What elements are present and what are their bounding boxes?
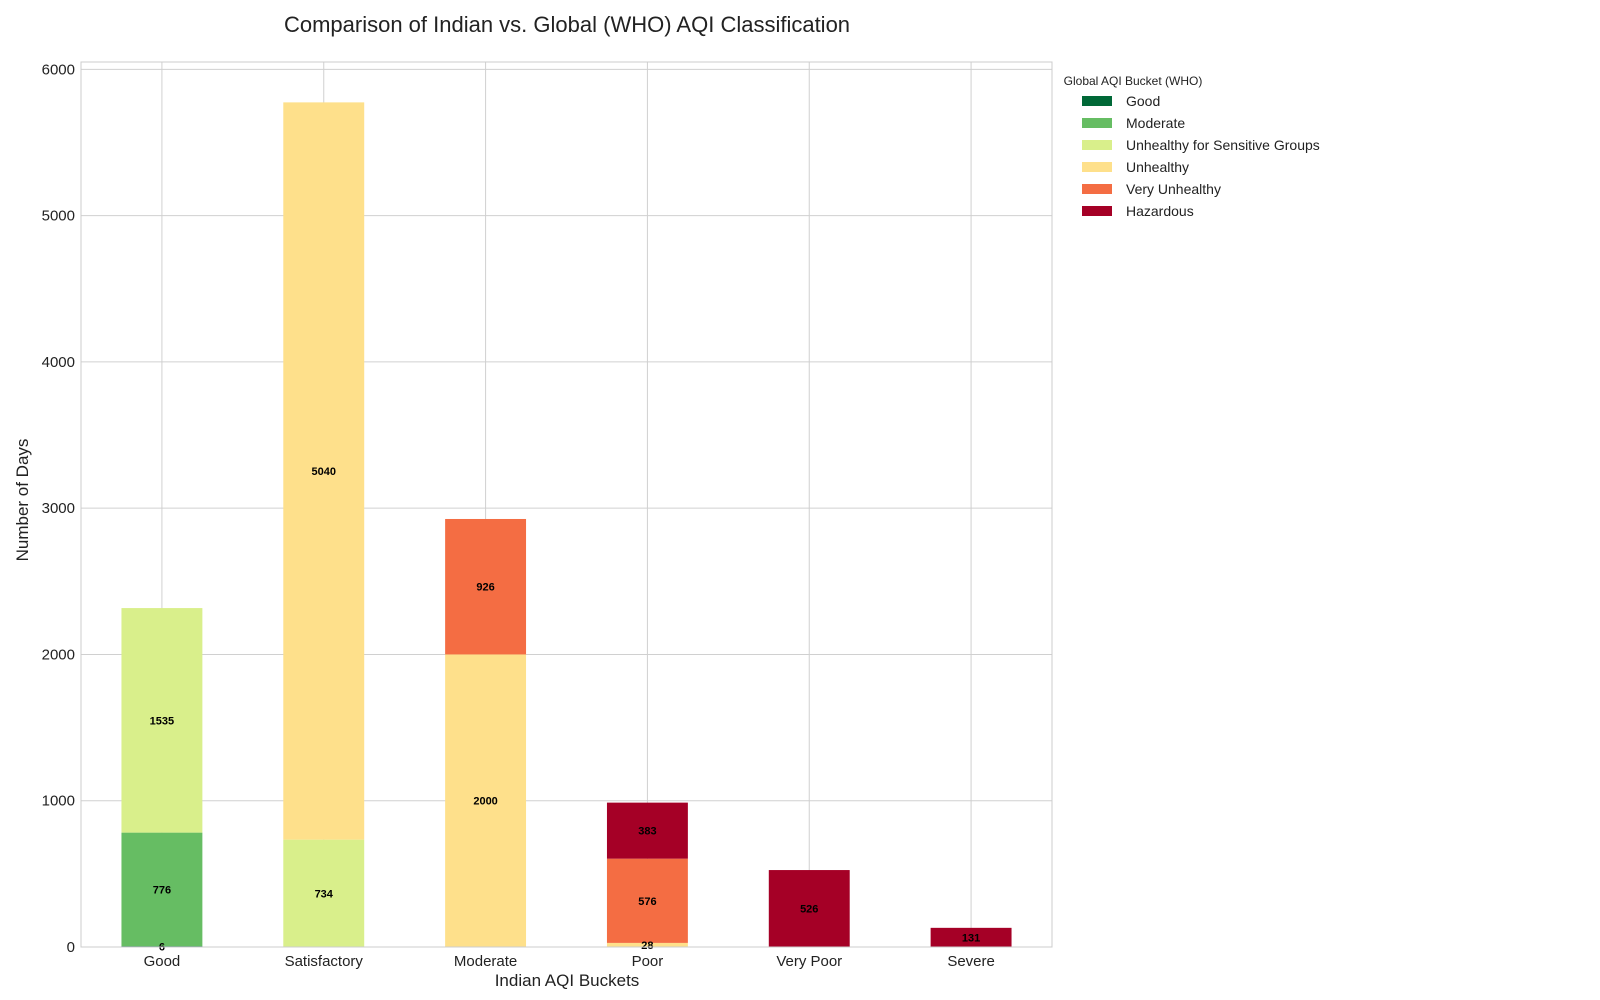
bar-value-label: 526 (800, 904, 818, 916)
bars (121, 102, 1012, 947)
bar-segment (283, 839, 365, 947)
bar-segment (930, 927, 1012, 947)
bar-value-label: 6 (159, 942, 165, 954)
legend-entry-label: Unhealthy for Sensitive Groups (1126, 137, 1320, 153)
y-axis-label: Number of Days (13, 439, 32, 562)
axis-ticks: 0 1000 2000 3000 4000 5000 6000 Good Satisfactor… (42, 61, 995, 970)
bar-value-label: 28 (641, 940, 653, 952)
y-tick-label: 3000 (42, 500, 75, 517)
y-tick-label: 6000 (42, 61, 75, 78)
bar-segment (121, 832, 203, 947)
bar-value-label: 131 (962, 932, 980, 944)
y-tick-label: 0 (67, 939, 75, 956)
bar-value-label: 383 (638, 826, 656, 838)
bar-value-label: 2000 (473, 796, 497, 808)
x-tick-label: Severe (947, 953, 995, 970)
bar-segment (768, 870, 850, 947)
legend-title: Global AQI Bucket (WHO) (1064, 74, 1203, 88)
bar-value-label: 576 (638, 896, 656, 908)
chart-title: Comparison of Indian vs. Global (WHO) AQ… (284, 12, 850, 37)
x-axis-label: Indian AQI Buckets (495, 971, 640, 990)
x-tick-label: Poor (632, 953, 664, 970)
legend-swatch (1082, 184, 1112, 194)
bar-value-label: 5040 (312, 466, 336, 478)
legend-swatch (1082, 96, 1112, 106)
legend-entry-label: Very Unhealthy (1126, 181, 1221, 197)
x-tick-label: Good (144, 953, 181, 970)
x-tick-label: Satisfactory (285, 953, 364, 970)
x-tick-label: Moderate (454, 953, 517, 970)
bar-value-label: 926 (476, 582, 494, 594)
y-tick-label: 2000 (42, 646, 75, 663)
bar-value-label: 776 (153, 884, 171, 896)
plot-frame (80, 61, 1053, 948)
y-tick-label: 4000 (42, 354, 75, 371)
bar-segment (606, 858, 688, 943)
legend-entry-label: Moderate (1126, 115, 1185, 131)
legend-swatch (1082, 140, 1112, 150)
legend-swatch (1082, 118, 1112, 128)
bar-segment (121, 608, 203, 833)
legend-entry-label: Unhealthy (1126, 159, 1189, 175)
y-tick-label: 1000 (42, 793, 75, 810)
bar-segment (445, 654, 527, 947)
bar-segment (606, 802, 688, 859)
bar-segment (283, 102, 365, 840)
bar-segment (606, 942, 688, 947)
x-tick-label: Very Poor (776, 953, 842, 970)
bar-value-label: 1535 (150, 715, 174, 727)
bar-segment (445, 518, 527, 655)
legend: Global AQI Bucket (WHO) Good Moderate Unhe… (1064, 74, 1320, 219)
legend-entry-label: Good (1126, 93, 1160, 109)
bar-labels: 6 776 1535 734 5040 2000 926 28 576 383 526 131 (150, 466, 981, 954)
grid (81, 62, 1052, 948)
legend-swatch (1082, 206, 1112, 216)
bar-value-label: 734 (315, 888, 334, 900)
legend-swatch (1082, 162, 1112, 172)
y-tick-label: 5000 (42, 208, 75, 225)
legend-entry-label: Hazardous (1126, 203, 1194, 219)
